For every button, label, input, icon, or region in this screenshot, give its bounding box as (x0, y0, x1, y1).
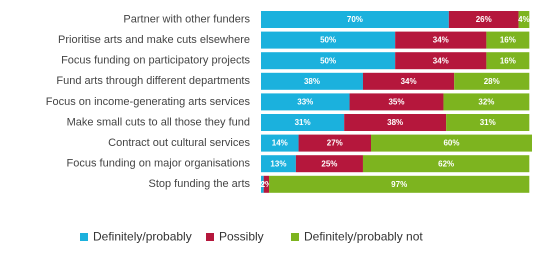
bar-segment (486, 52, 530, 70)
bar-segment (295, 155, 363, 173)
value-label: 32% (478, 98, 494, 107)
value-label: 35% (388, 98, 404, 107)
value-label: 14% (272, 139, 288, 148)
value-label: 33% (297, 98, 313, 107)
value-label: 31% (295, 118, 311, 127)
legend-label: Definitely/probably not (304, 230, 423, 244)
value-label: 28% (484, 77, 500, 86)
legend-label: Possibly (219, 230, 264, 244)
value-label: 27% (327, 139, 343, 148)
value-label: 70% (347, 15, 363, 24)
bar-segment (454, 72, 530, 90)
category-label: Partner with other funders (123, 13, 250, 25)
category-label: Focus funding on major organisations (67, 158, 251, 170)
bar-segment (395, 52, 487, 70)
value-label: 16% (500, 36, 516, 45)
legend-swatch (291, 233, 299, 241)
value-label: 16% (500, 56, 516, 65)
value-label: 34% (401, 77, 417, 86)
value-label: 62% (438, 159, 454, 168)
bar-segment (261, 114, 345, 131)
bar-segment (395, 31, 487, 49)
bar-segment (269, 175, 530, 193)
value-label: 34% (433, 56, 449, 65)
category-label: Contract out cultural services (108, 137, 250, 149)
bar-segment (261, 175, 264, 193)
bar-segment (371, 134, 532, 152)
value-label: 60% (443, 139, 459, 148)
value-label: 31% (480, 118, 496, 127)
bar-segment (362, 72, 455, 90)
bar-segment (263, 175, 270, 193)
value-label: 38% (387, 118, 403, 127)
category-label: Prioritise arts and make cuts elsewhere (58, 34, 250, 46)
bar-segment (344, 114, 447, 131)
bar-segment (362, 155, 530, 173)
legend-label: Definitely/probably (93, 230, 192, 244)
bar-segment (448, 11, 519, 28)
category-label: Make small cuts to all those they fund (67, 116, 250, 128)
category-label: Focus on income-generating arts services (46, 96, 251, 108)
category-label: Focus funding on participatory projects (61, 55, 250, 67)
value-label: 97% (391, 180, 407, 189)
bar-segment (349, 93, 444, 111)
value-label: 38% (304, 77, 320, 86)
bar-segment (518, 11, 530, 28)
bar-segment (261, 93, 350, 111)
bar-segment (261, 155, 296, 173)
legend-swatch (80, 233, 88, 241)
bar-segment (261, 31, 396, 49)
category-label: Stop funding the arts (148, 178, 250, 190)
bar-segment (443, 93, 530, 111)
bar-segment (298, 134, 372, 152)
value-label: 25% (321, 159, 337, 168)
bar-segment (261, 52, 396, 70)
value-label: 50% (320, 36, 336, 45)
category-label: Fund arts through different departments (56, 75, 250, 87)
value-label: 4% (518, 15, 530, 24)
bar-segment (446, 114, 530, 131)
value-label: 1% (257, 180, 269, 189)
bar-segment (486, 31, 530, 49)
bar-segment (261, 72, 363, 90)
legend-swatch (206, 233, 214, 241)
value-label: 26% (476, 15, 492, 24)
value-label: 34% (433, 36, 449, 45)
value-label: 13% (270, 159, 286, 168)
bar-segment (261, 11, 449, 28)
value-label: 50% (320, 56, 336, 65)
bar-segment (261, 134, 299, 152)
value-label: 2% (261, 180, 273, 189)
